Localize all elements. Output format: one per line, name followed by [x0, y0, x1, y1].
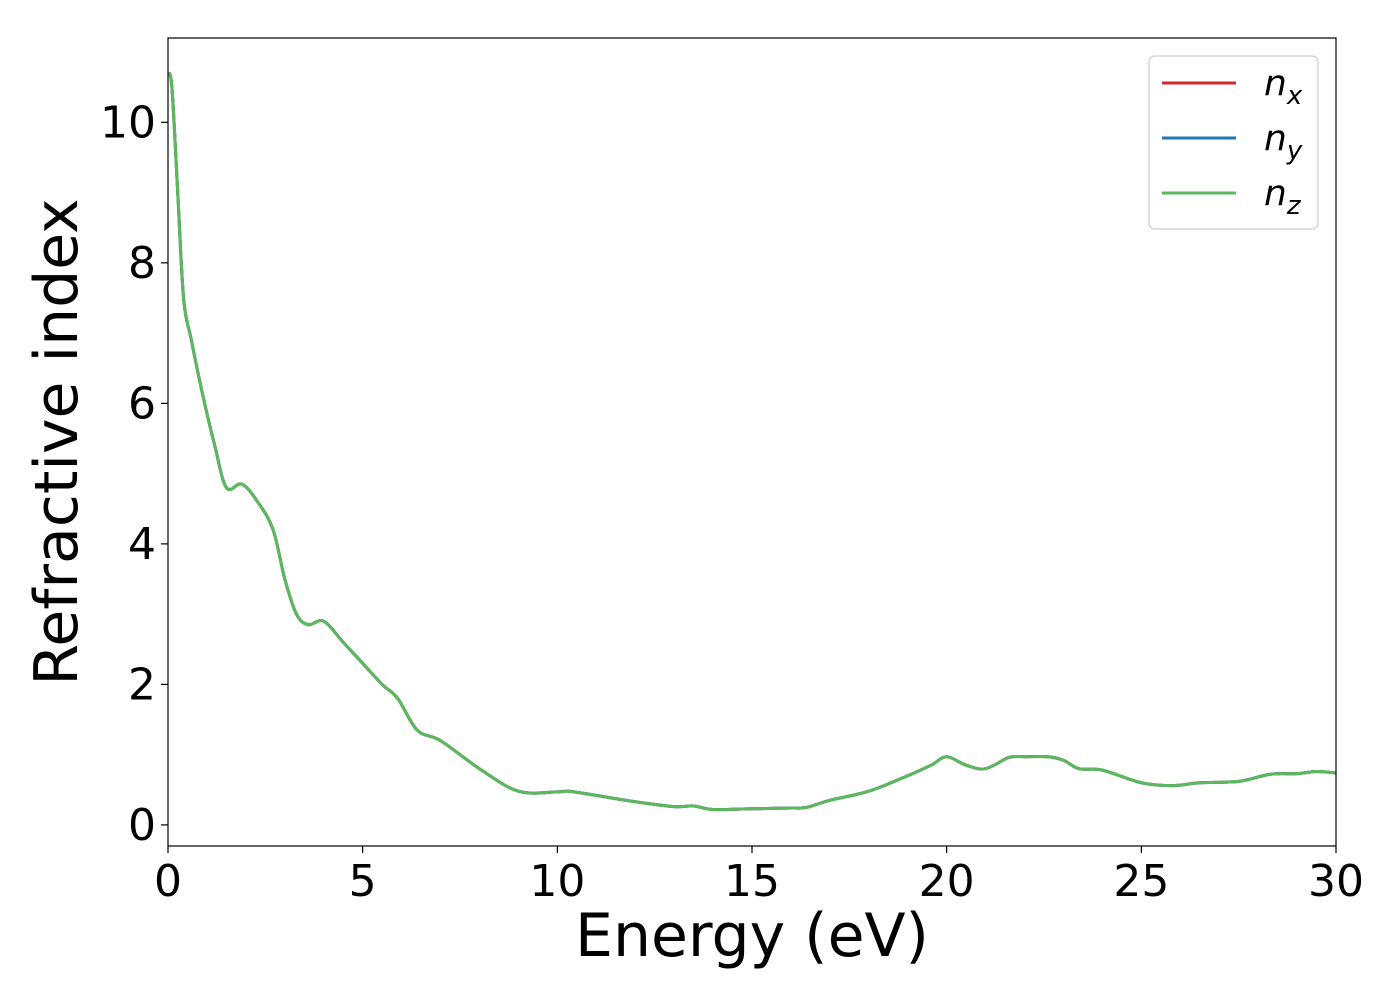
legend-label-x: nx [1264, 63, 1303, 111]
ticks-layer: 0 5 10 15 20 25 30 0 2 4 6 8 10 [100, 97, 1364, 907]
x-tick-label: 25 [1113, 856, 1169, 907]
series-layer [168, 71, 1336, 812]
x-tick-label: 15 [724, 856, 780, 907]
legend-box [1148, 55, 1319, 230]
legend-label-subscript: y [1286, 136, 1303, 166]
y-tick-label: 2 [128, 659, 156, 710]
x-tick-label: 5 [349, 856, 377, 907]
legend-label-z: nz [1264, 173, 1302, 221]
legend-label-subscript: x [1286, 81, 1303, 111]
y-tick-label: 8 [128, 238, 156, 289]
y-tick-label: 6 [128, 378, 156, 429]
x-axis-title: Energy (eV) [575, 901, 929, 971]
y-tick-label: 0 [128, 800, 156, 851]
series-line-z [168, 71, 1336, 812]
legend-label-base: n [1264, 173, 1287, 214]
x-tick-label: 10 [529, 856, 585, 907]
x-tick-label: 20 [919, 856, 975, 907]
x-tick-label: 0 [154, 856, 182, 907]
y-axis-title: Refractive index [22, 198, 92, 685]
y-tick-label: 4 [128, 519, 156, 570]
legend-label-y: ny [1264, 118, 1303, 166]
legend-label-base: n [1264, 63, 1287, 104]
legend-label-subscript: z [1286, 191, 1302, 221]
y-tick-label: 10 [100, 97, 156, 148]
legend-label-base: n [1264, 118, 1287, 159]
x-tick-label: 30 [1308, 856, 1364, 907]
